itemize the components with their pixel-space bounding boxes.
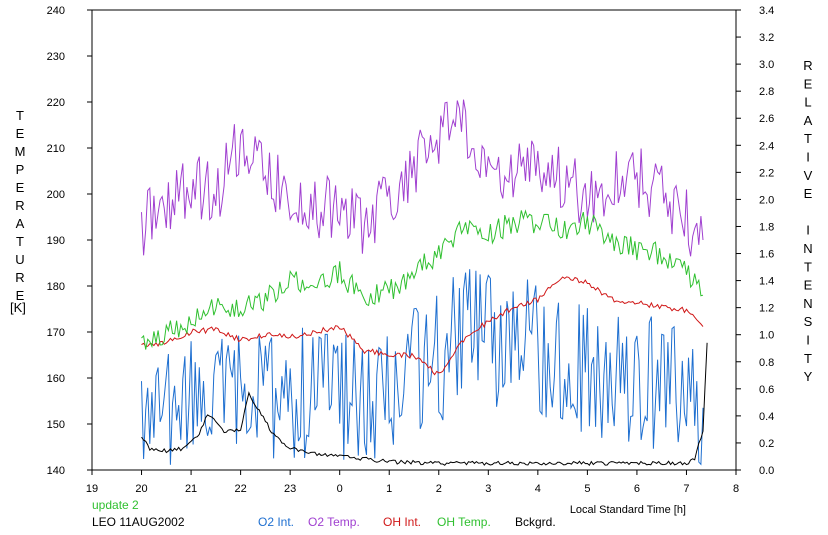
y-right-tick-label: 2.2: [759, 167, 774, 179]
y-left-tick-label: 210: [47, 143, 65, 155]
right-axis-label-char: E: [804, 76, 813, 91]
y-left-tick-label: 160: [47, 373, 65, 385]
left-axis-label-char: A: [16, 216, 25, 231]
left-axis-label-char: E: [16, 180, 25, 195]
legend-bckgrd: Bckgrd.: [515, 515, 556, 529]
y-right-tick-label: 2.4: [759, 140, 774, 152]
y-right-tick-label: 1.4: [759, 276, 774, 288]
left-axis-label-char: R: [15, 198, 24, 213]
y-right-tick-label: 0.0: [759, 465, 774, 477]
x-tick-label: 21: [185, 483, 197, 495]
x-tick-label: 6: [634, 483, 640, 495]
x-tick-label: 7: [683, 483, 689, 495]
x-axis-label: Local Standard Time [h]: [570, 504, 686, 516]
right-axis-label-char: N: [803, 296, 812, 311]
x-tick-label: 0: [337, 483, 343, 495]
right-axis-label-char: L: [804, 95, 811, 110]
right-axis-label-char: T: [804, 131, 812, 146]
y-left-tick-label: 230: [47, 51, 65, 63]
series-line-o2-temp: [141, 99, 704, 257]
x-tick-label: 2: [436, 483, 442, 495]
y-left-tick-label: 140: [47, 465, 65, 477]
y-right-tick-label: 3.0: [759, 59, 774, 71]
y-right-tick-label: 3.4: [759, 5, 774, 17]
y-right-tick-label: 1.0: [759, 330, 774, 342]
y-right-tick-label: 2.6: [759, 113, 774, 125]
x-tick-label: 19: [86, 483, 98, 495]
right-axis-label-char: I: [806, 150, 810, 165]
y-left-tick-label: 200: [47, 189, 65, 201]
series-line-bckgrd: [141, 342, 708, 466]
right-axis-label-char: R: [803, 58, 812, 73]
right-axis-label-char: Y: [804, 369, 813, 384]
series-line-oh-temp: [141, 209, 704, 350]
x-tick-label: 8: [733, 483, 739, 495]
y-left-tick-label: 240: [47, 5, 65, 17]
x-tick-label: 1: [386, 483, 392, 495]
x-tick-label: 3: [485, 483, 491, 495]
left-axis-label-char: P: [16, 162, 25, 177]
right-axis-label-char: E: [804, 278, 813, 293]
right-axis-label-char: A: [804, 113, 813, 128]
y-left-tick-label: 220: [47, 97, 65, 109]
right-axis-label-char: I: [806, 223, 810, 238]
y-right-tick-label: 1.2: [759, 303, 774, 315]
left-axis-label-char: E: [16, 126, 25, 141]
left-y-axis: 140 150 160 170 180 190 200 210 220 230 240: [47, 5, 92, 477]
y-right-tick-label: 0.2: [759, 438, 774, 450]
y-right-tick-label: 1.8: [759, 221, 774, 233]
left-axis-label-char: R: [15, 270, 24, 285]
right-axis-label-char: V: [804, 168, 813, 183]
station-label: LEO 11AUG2002: [92, 515, 185, 529]
legend-o2-temp: O2 Temp.: [308, 515, 360, 529]
y-right-tick-label: 3.2: [759, 32, 774, 44]
legend-oh-temp: OH Temp.: [437, 515, 491, 529]
series-line-oh-int: [141, 276, 704, 376]
right-axis-label-char: N: [803, 241, 812, 256]
left-axis-label-char: U: [15, 252, 24, 267]
legend-oh-int: OH Int.: [383, 515, 422, 529]
y-right-tick-label: 0.4: [759, 411, 774, 423]
x-tick-label: 22: [234, 483, 246, 495]
y-right-tick-label: 0.6: [759, 384, 774, 396]
right-axis-label-char: T: [804, 259, 812, 274]
x-tick-label: 20: [135, 483, 147, 495]
left-axis-label-char: T: [16, 234, 24, 249]
y-left-tick-label: 170: [47, 327, 65, 339]
left-axis-label-char: T: [16, 108, 24, 123]
left-axis-unit: [K]: [10, 300, 26, 315]
y-right-tick-label: 2.8: [759, 86, 774, 98]
series-lines: [141, 99, 708, 466]
note-text: update 2: [92, 498, 139, 512]
x-tick-label: 4: [535, 483, 541, 495]
y-left-tick-label: 180: [47, 281, 65, 293]
y-left-tick-label: 190: [47, 235, 65, 247]
right-axis-label-char: S: [804, 314, 813, 329]
right-axis-label-char: I: [806, 333, 810, 348]
legend-o2-int: O2 Int.: [258, 515, 295, 529]
x-tick-label: 23: [284, 483, 296, 495]
x-tick-label: 5: [584, 483, 590, 495]
series-line-o2-int: [141, 269, 704, 466]
y-right-tick-label: 1.6: [759, 249, 774, 261]
y-right-tick-label: 2.0: [759, 194, 774, 206]
right-y-axis: 0.0 0.2 0.4 0.6 0.8 1.0 1.2 1.4 1.6 1.8 2.0 2.2 2.4 2…: [736, 5, 774, 477]
left-axis-label-char: M: [15, 144, 26, 159]
right-axis-label-char: T: [804, 351, 812, 366]
left-axis-label-char: E: [16, 288, 25, 303]
y-left-tick-label: 150: [47, 419, 65, 431]
y-right-tick-label: 0.8: [759, 357, 774, 369]
right-axis-label-char: E: [804, 186, 813, 201]
x-axis: 19 20 21 22 23 0 1 2 3 4 5 6 7 8: [86, 470, 739, 495]
